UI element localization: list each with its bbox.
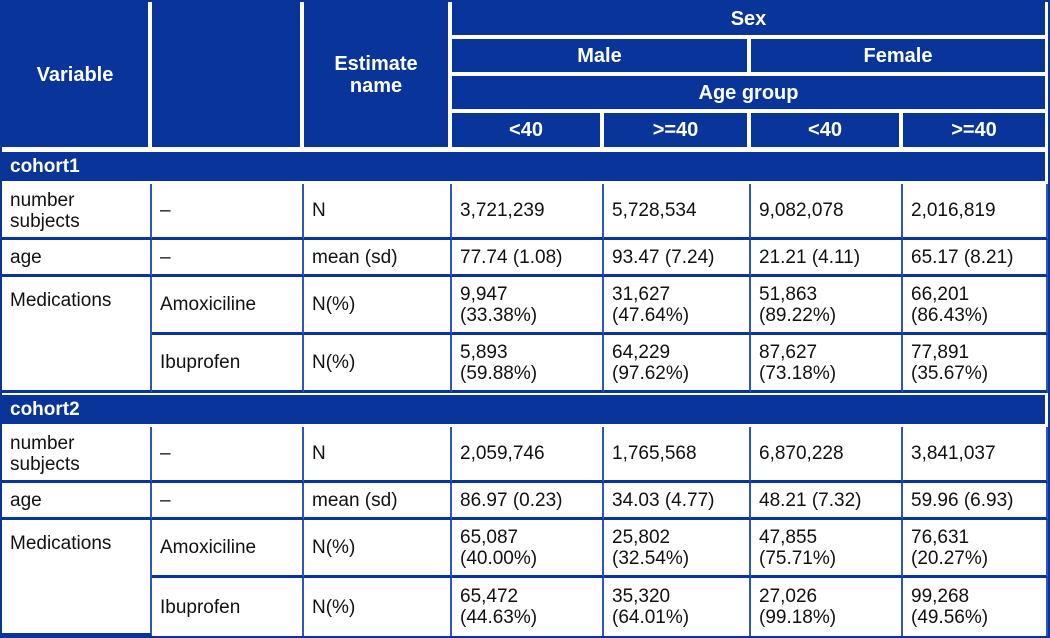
value-cell: 27,026 (99.18%) — [751, 578, 903, 636]
estimate-cell: N(%) — [304, 578, 452, 636]
value-cell: 93.47 (7.24) — [604, 240, 751, 277]
value-cell: 31,627 (47.64%) — [604, 277, 751, 335]
level-cell: Ibuprofen — [152, 335, 304, 393]
level-cell: Amoxiciline — [152, 520, 304, 578]
value-cell: 48.21 (7.32) — [751, 483, 903, 520]
variable-cell: age — [2, 483, 152, 520]
variable-cell: number subjects — [2, 427, 152, 483]
header-row-age-cols: <40 >=40 <40 >=40 — [2, 113, 1048, 150]
group-row-cohort1: cohort1 — [2, 150, 1048, 184]
table-row: age – mean (sd) 86.97 (0.23) 34.03 (4.77… — [2, 483, 1048, 520]
table-row: age – mean (sd) 77.74 (1.08) 93.47 (7.24… — [2, 240, 1048, 277]
variable-cell: age — [2, 240, 152, 277]
value-cell: 51,863 (89.22%) — [751, 277, 903, 335]
header-female-ge40: >=40 — [903, 113, 1048, 150]
header-estimate-name: Estimate name — [304, 2, 452, 150]
header-male: Male — [452, 39, 751, 76]
table-row: Medications Amoxiciline N(%) 65,087 (40.… — [2, 520, 1048, 636]
table-row: Ibuprofen N(%) 5,893 (59.88%) 64,229 (97… — [2, 335, 1048, 393]
level-cell: Amoxiciline — [152, 277, 304, 335]
value-cell: 66,201 (86.43%) — [903, 277, 1048, 335]
value-cell: 3,841,037 — [903, 427, 1048, 483]
table-row: Medications Amoxiciline N(%) 9,947 (33.3… — [2, 277, 1048, 393]
level-cell: Ibuprofen — [152, 578, 304, 636]
value-cell: 87,627 (73.18%) — [751, 335, 903, 393]
value-cell: 99,268 (49.56%) — [903, 578, 1048, 636]
header-blank — [152, 2, 304, 150]
value-cell: 64,229 (97.62%) — [604, 335, 751, 393]
value-cell: 25,802 (32.54%) — [604, 520, 751, 578]
header-row-age-group: Age group — [2, 76, 1048, 113]
value-cell: 86.97 (0.23) — [452, 483, 604, 520]
value-cell: 3,721,239 — [452, 184, 604, 240]
estimate-cell: mean (sd) — [304, 240, 452, 277]
value-cell: 5,893 (59.88%) — [452, 335, 604, 393]
value-cell: 65,087 (40.00%) — [452, 520, 604, 578]
level-cell: – — [152, 240, 304, 277]
header-row-sex: Variable Estimate name Sex — [2, 2, 1048, 150]
group-label-cohort1: cohort1 — [2, 150, 1048, 184]
header-female-lt40: <40 — [751, 113, 903, 150]
value-cell: 5,728,534 — [604, 184, 751, 240]
value-cell: 2,059,746 — [452, 427, 604, 483]
header-row-male-female: Male Female — [2, 39, 1048, 76]
value-cell: 77.74 (1.08) — [452, 240, 604, 277]
estimate-cell: N(%) — [304, 520, 452, 578]
value-cell: 6,870,228 — [751, 427, 903, 483]
value-cell: 47,855 (75.71%) — [751, 520, 903, 578]
estimate-cell: mean (sd) — [304, 483, 452, 520]
value-cell: 59.96 (6.93) — [903, 483, 1048, 520]
value-cell: 9,082,078 — [751, 184, 903, 240]
value-cell: 65,472 (44.63%) — [452, 578, 604, 636]
header-male-ge40: >=40 — [604, 113, 751, 150]
header-sex: Sex — [452, 2, 1048, 39]
table-row: number subjects – N 3,721,239 5,728,534 … — [2, 184, 1048, 240]
estimate-cell: N(%) — [304, 335, 452, 393]
level-cell: – — [152, 427, 304, 483]
value-cell: 76,631 (20.27%) — [903, 520, 1048, 578]
value-cell: 35,320 (64.01%) — [604, 578, 751, 636]
variable-cell: Medications — [2, 277, 152, 393]
variable-cell: number subjects — [2, 184, 152, 240]
header-variable: Variable — [2, 2, 152, 150]
level-cell: – — [152, 483, 304, 520]
group-label-cohort2: cohort2 — [2, 393, 1048, 427]
table-row: Ibuprofen N(%) 65,472 (44.63%) 35,320 (6… — [2, 578, 1048, 636]
table-row: number subjects – N 2,059,746 1,765,568 … — [2, 427, 1048, 483]
value-cell: 2,016,819 — [903, 184, 1048, 240]
estimate-cell: N(%) — [304, 277, 452, 335]
value-cell: 34.03 (4.77) — [604, 483, 751, 520]
estimate-cell: N — [304, 427, 452, 483]
group-row-cohort2: cohort2 — [2, 393, 1048, 427]
value-cell: 21.21 (4.11) — [751, 240, 903, 277]
value-cell: 1,765,568 — [604, 427, 751, 483]
value-cell: 77,891 (35.67%) — [903, 335, 1048, 393]
estimate-cell: N — [304, 184, 452, 240]
header-age-group: Age group — [452, 76, 1048, 113]
variable-cell: Medications — [2, 520, 152, 636]
value-cell: 9,947 (33.38%) — [452, 277, 604, 335]
value-cell: 65.17 (8.21) — [903, 240, 1048, 277]
header-male-lt40: <40 — [452, 113, 604, 150]
header-female: Female — [751, 39, 1048, 76]
level-cell: – — [152, 184, 304, 240]
